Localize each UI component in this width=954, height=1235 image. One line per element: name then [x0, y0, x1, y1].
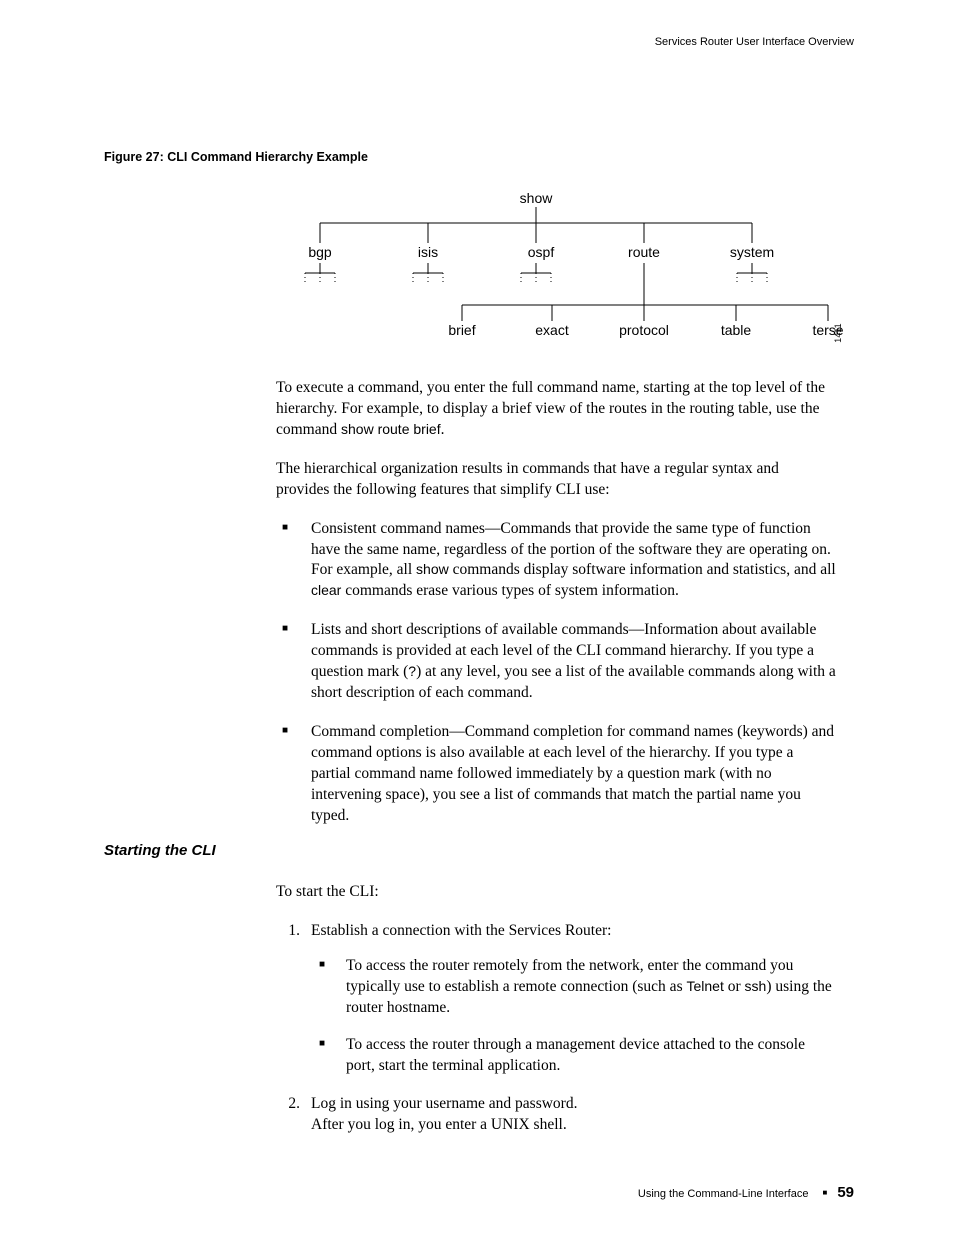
svg-text:isis: isis	[418, 244, 438, 260]
text: To access the router through a managemen…	[346, 1036, 805, 1074]
inline-code: ssh	[745, 978, 767, 994]
svg-text:brief: brief	[448, 322, 475, 338]
step-number: 1.	[276, 921, 300, 942]
steps-list: 1. Establish a connection with the Servic…	[276, 921, 836, 1136]
feature-bullet-list: Consistent command names—Commands that p…	[276, 519, 836, 827]
paragraph: To start the CLI:	[276, 882, 836, 903]
inline-code: show	[416, 561, 449, 577]
feature-bullet: Lists and short descriptions of availabl…	[276, 620, 836, 704]
svg-text:exact: exact	[535, 322, 569, 338]
svg-text:bgp: bgp	[308, 244, 332, 260]
inline-code: ?	[408, 663, 416, 679]
svg-text:route: route	[628, 244, 660, 260]
text: commands display software information an…	[449, 561, 836, 578]
svg-text:show: show	[520, 190, 554, 206]
step-number: 2.	[276, 1094, 300, 1115]
sub-bullet: To access the router through a managemen…	[311, 1035, 836, 1077]
feature-bullet: Consistent command names—Commands that p…	[276, 519, 836, 603]
svg-text:ospf: ospf	[528, 244, 555, 260]
cli-hierarchy-diagram: show bgp isis ospf route system brief exact prot…	[276, 185, 846, 365]
figure-caption: Figure 27: CLI Command Hierarchy Example	[104, 150, 368, 164]
step-text: Establish a connection with the Services…	[311, 922, 611, 939]
footer-separator-icon: ■	[808, 1188, 837, 1197]
page-footer: Using the Command-Line Interface■59	[638, 1184, 854, 1201]
body-text-1: To execute a command, you enter the full…	[276, 378, 836, 845]
paragraph: To execute a command, you enter the full…	[276, 378, 836, 441]
step-after-text: After you log in, you enter a UNIX shell…	[311, 1115, 836, 1136]
svg-text:1411: 1411	[833, 323, 843, 342]
footer-text: Using the Command-Line Interface	[638, 1188, 809, 1200]
section-heading: Starting the CLI	[104, 842, 216, 859]
page-number: 59	[837, 1184, 854, 1201]
step-item: 1. Establish a connection with the Servic…	[276, 921, 836, 1077]
sub-bullet-list: To access the router remotely from the n…	[311, 956, 836, 1077]
text: or	[724, 978, 745, 995]
running-header: Services Router User Interface Overview	[655, 36, 854, 48]
feature-bullet: Command completion—Command completion fo…	[276, 722, 836, 827]
svg-text:protocol: protocol	[619, 322, 669, 338]
page: Services Router User Interface Overview …	[0, 0, 954, 1235]
text: Command completion—Command completion fo…	[311, 723, 834, 824]
body-text-2: To start the CLI: 1. Establish a connecti…	[276, 882, 836, 1154]
step-text: Log in using your username and password.	[311, 1095, 577, 1112]
svg-text:system: system	[730, 244, 774, 260]
inline-code: show route brief	[341, 421, 441, 437]
inline-code: clear	[311, 582, 341, 598]
svg-text:table: table	[721, 322, 752, 338]
paragraph: The hierarchical organization results in…	[276, 459, 836, 501]
step-item: 2. Log in using your username and passwor…	[276, 1094, 836, 1136]
text: commands erase various types of system i…	[341, 582, 678, 599]
inline-code: Telnet	[686, 978, 723, 994]
text: .	[441, 421, 445, 438]
sub-bullet: To access the router remotely from the n…	[311, 956, 836, 1019]
